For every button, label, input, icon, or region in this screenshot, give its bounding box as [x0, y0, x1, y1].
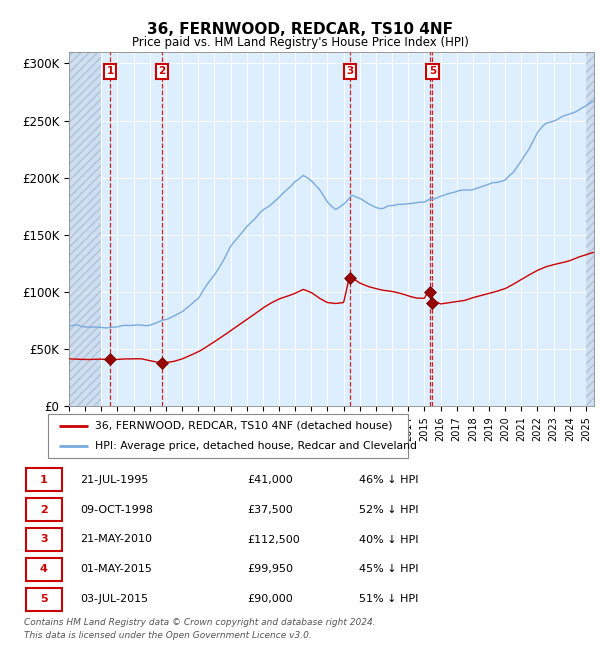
Text: 03-JUL-2015: 03-JUL-2015: [80, 594, 148, 604]
Text: 01-MAY-2015: 01-MAY-2015: [80, 564, 152, 575]
FancyBboxPatch shape: [26, 558, 62, 581]
Text: 52% ↓ HPI: 52% ↓ HPI: [359, 504, 418, 515]
Text: £41,000: £41,000: [247, 474, 293, 485]
Text: 36, FERNWOOD, REDCAR, TS10 4NF: 36, FERNWOOD, REDCAR, TS10 4NF: [147, 21, 453, 37]
FancyBboxPatch shape: [26, 498, 62, 521]
Text: HPI: Average price, detached house, Redcar and Cleveland: HPI: Average price, detached house, Redc…: [95, 441, 417, 451]
Text: 4: 4: [40, 564, 48, 575]
FancyBboxPatch shape: [26, 588, 62, 611]
Text: 2: 2: [40, 504, 47, 515]
Text: 46% ↓ HPI: 46% ↓ HPI: [359, 474, 418, 485]
Text: 5: 5: [429, 66, 436, 77]
Text: 09-OCT-1998: 09-OCT-1998: [80, 504, 153, 515]
Text: 51% ↓ HPI: 51% ↓ HPI: [359, 594, 418, 604]
Text: 21-JUL-1995: 21-JUL-1995: [80, 474, 148, 485]
Text: 2: 2: [158, 66, 166, 77]
Text: 45% ↓ HPI: 45% ↓ HPI: [359, 564, 418, 575]
Text: £90,000: £90,000: [247, 594, 293, 604]
Text: 1: 1: [40, 474, 47, 485]
Text: 36, FERNWOOD, REDCAR, TS10 4NF (detached house): 36, FERNWOOD, REDCAR, TS10 4NF (detached…: [95, 421, 392, 431]
FancyBboxPatch shape: [26, 468, 62, 491]
Text: 3: 3: [346, 66, 353, 77]
FancyBboxPatch shape: [48, 414, 408, 458]
Text: This data is licensed under the Open Government Licence v3.0.: This data is licensed under the Open Gov…: [24, 631, 312, 640]
Text: Price paid vs. HM Land Registry's House Price Index (HPI): Price paid vs. HM Land Registry's House …: [131, 36, 469, 49]
Text: Contains HM Land Registry data © Crown copyright and database right 2024.: Contains HM Land Registry data © Crown c…: [24, 618, 376, 627]
FancyBboxPatch shape: [26, 528, 62, 551]
Text: £112,500: £112,500: [247, 534, 300, 545]
Text: 1: 1: [107, 66, 114, 77]
Text: 5: 5: [40, 594, 47, 604]
Text: £99,950: £99,950: [247, 564, 293, 575]
Text: 3: 3: [40, 534, 47, 545]
Text: 40% ↓ HPI: 40% ↓ HPI: [359, 534, 418, 545]
Text: £37,500: £37,500: [247, 504, 293, 515]
Text: 21-MAY-2010: 21-MAY-2010: [80, 534, 152, 545]
